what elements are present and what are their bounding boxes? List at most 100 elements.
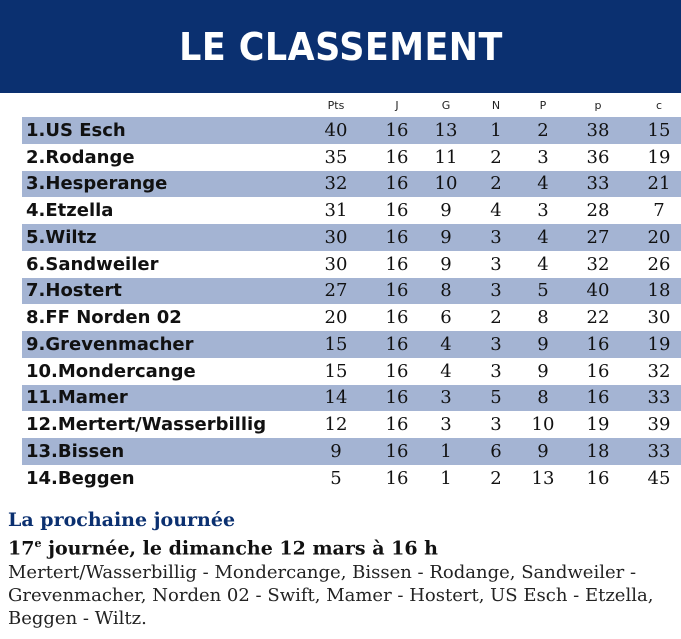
cell-drawn: 2 — [490, 146, 502, 168]
cell-drawn: 2 — [490, 307, 502, 329]
team-cell: 11. Mamer — [26, 385, 128, 412]
cell-pts: 27 — [324, 280, 348, 302]
cell-lost: 9 — [537, 360, 549, 382]
title-banner: LE CLASSEMENT — [0, 0, 681, 93]
cell-won: 3 — [440, 414, 452, 436]
table-row: 7. Hostert 27 16 8 3 5 40 18 — [22, 277, 681, 305]
team-cell: 14. Beggen — [26, 465, 135, 492]
rank: 8. — [26, 307, 46, 329]
round-text: journée, le dimanche 12 mars à 16 h — [41, 537, 438, 560]
column-header-goals-for: p — [594, 99, 602, 112]
cell-lost: 3 — [537, 146, 549, 168]
cell-pts: 32 — [324, 173, 348, 195]
cell-played: 16 — [385, 414, 409, 436]
cell-drawn: 5 — [490, 387, 502, 409]
cell-played: 16 — [385, 307, 409, 329]
cell-pts: 20 — [324, 307, 348, 329]
cell-played: 16 — [385, 173, 409, 195]
table-row: 10. Mondercange 15 16 4 3 9 16 32 — [22, 358, 681, 385]
cell-played: 16 — [385, 360, 409, 382]
cell-lost: 4 — [537, 253, 549, 275]
cell-pts: 30 — [324, 253, 348, 275]
cell-goals-against: 33 — [647, 440, 671, 462]
table-row: 3. Hesperange 32 16 10 2 4 33 21 — [22, 170, 681, 198]
rank: 1. — [26, 119, 46, 141]
team-name: Hostert — [45, 280, 122, 302]
cell-goals-against: 32 — [647, 360, 671, 382]
cell-goals-for: 19 — [586, 414, 610, 436]
cell-drawn: 4 — [490, 200, 502, 222]
cell-won: 1 — [440, 440, 452, 462]
team-cell: 13. Bissen — [26, 438, 124, 465]
cell-played: 16 — [385, 200, 409, 222]
table-row: 2. Rodange 35 16 11 2 3 36 19 — [22, 144, 681, 171]
next-round-date: 17e journée, le dimanche 12 mars à 16 h — [8, 532, 678, 560]
cell-played: 16 — [385, 146, 409, 168]
column-header-pts: Pts — [327, 99, 345, 112]
team-cell: 12. Mertert/Wasserbillig — [26, 411, 266, 438]
next-round-section: La prochaine journée 17e journée, le dim… — [8, 508, 678, 630]
cell-goals-for: 16 — [586, 467, 610, 489]
column-header-drawn: N — [491, 99, 501, 112]
table-row: 4. Etzella 31 16 9 4 3 28 7 — [22, 197, 681, 224]
cell-pts: 40 — [324, 119, 348, 141]
cell-played: 16 — [385, 280, 409, 302]
cell-drawn: 1 — [490, 119, 502, 141]
cell-won: 9 — [440, 200, 452, 222]
cell-goals-for: 33 — [586, 173, 610, 195]
cell-lost: 8 — [537, 387, 549, 409]
table-row: 13. Bissen 9 16 1 6 9 18 33 — [22, 438, 681, 465]
team-cell: 7. Hostert — [26, 278, 122, 305]
table-row: 1. US Esch 40 16 13 1 2 38 15 — [22, 117, 681, 144]
table-row: 9. Grevenmacher 15 16 4 3 9 16 19 — [22, 331, 681, 358]
cell-drawn: 2 — [490, 173, 502, 195]
cell-goals-for: 32 — [586, 253, 610, 275]
round-suffix: e — [34, 537, 42, 550]
cell-goals-for: 27 — [586, 226, 610, 248]
cell-goals-against: 21 — [647, 173, 671, 195]
cell-goals-against: 30 — [647, 307, 671, 329]
cell-pts: 12 — [324, 414, 348, 436]
cell-goals-for: 36 — [586, 146, 610, 168]
cell-played: 16 — [385, 333, 409, 355]
cell-drawn: 3 — [490, 414, 502, 436]
cell-goals-for: 18 — [586, 440, 610, 462]
cell-lost: 9 — [537, 333, 549, 355]
cell-goals-for: 38 — [586, 119, 610, 141]
cell-played: 16 — [385, 467, 409, 489]
column-header-lost: P — [539, 99, 547, 112]
team-name: Hesperange — [45, 173, 168, 195]
team-cell: 8. FF Norden 02 — [26, 304, 182, 331]
team-name: Bissen — [57, 440, 125, 462]
cell-pts: 15 — [324, 360, 348, 382]
rank: 9. — [26, 333, 46, 355]
cell-won: 9 — [440, 226, 452, 248]
cell-drawn: 3 — [490, 280, 502, 302]
cell-lost: 13 — [531, 467, 555, 489]
cell-goals-against: 19 — [647, 333, 671, 355]
cell-lost: 5 — [537, 280, 549, 302]
cell-goals-against: 39 — [647, 414, 671, 436]
cell-goals-against: 26 — [647, 253, 671, 275]
cell-goals-against: 15 — [647, 119, 671, 141]
team-name: US Esch — [45, 119, 126, 141]
team-name: Rodange — [45, 146, 135, 168]
cell-goals-for: 22 — [586, 307, 610, 329]
team-cell: 5. Wiltz — [26, 224, 97, 251]
cell-won: 11 — [434, 146, 458, 168]
team-name: FF Norden 02 — [45, 307, 182, 329]
rank: 2. — [26, 146, 46, 168]
table-row: 8. FF Norden 02 20 16 6 2 8 22 30 — [22, 304, 681, 331]
team-cell: 1. US Esch — [26, 117, 126, 144]
cell-goals-for: 16 — [586, 387, 610, 409]
table-row: 6. Sandweiler 30 16 9 3 4 32 26 — [22, 251, 681, 278]
cell-lost: 8 — [537, 307, 549, 329]
table-row: 12. Mertert/Wasserbillig 12 16 3 3 10 19 39 — [22, 411, 681, 438]
cell-drawn: 3 — [490, 226, 502, 248]
cell-goals-for: 40 — [586, 280, 610, 302]
cell-played: 16 — [385, 119, 409, 141]
round-number: 17 — [8, 537, 35, 560]
cell-lost: 9 — [537, 440, 549, 462]
